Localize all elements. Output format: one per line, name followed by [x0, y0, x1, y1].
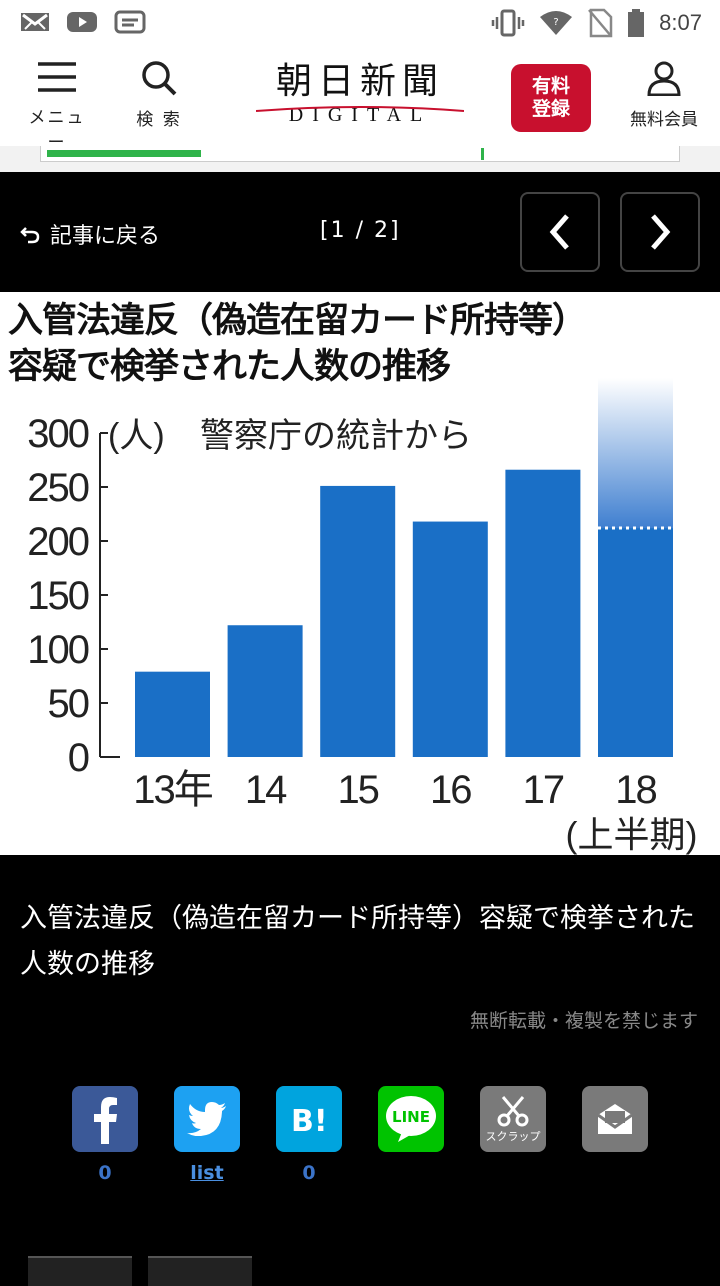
line-share-button[interactable]: LINE	[378, 1086, 444, 1152]
y-tick-label: 150	[27, 574, 88, 618]
related-thumbnail[interactable]	[28, 1256, 132, 1286]
bar-chart: 0 50 100 150 200 250 300 (人) 警察庁の統計から 13年 14 15 16 17…	[27, 378, 698, 855]
bar	[505, 469, 581, 757]
svg-text:?: ?	[554, 17, 559, 28]
logo-digital: DIGITAL	[288, 104, 432, 126]
search-icon	[142, 61, 177, 96]
share-bar: 0 list B! 0 LINE スクラップ	[0, 1086, 720, 1196]
reading-progress	[0, 146, 720, 172]
y-tick-label: 300	[27, 412, 88, 456]
facebook-count: 0	[98, 1162, 112, 1184]
facebook-share-button[interactable]	[72, 1086, 138, 1152]
facebook-icon	[94, 1097, 117, 1144]
reading-progress-fill	[47, 150, 201, 157]
hatena-bookmark-button[interactable]: B!	[276, 1086, 342, 1152]
bar	[320, 485, 396, 757]
mail-x-icon	[21, 13, 49, 31]
x-tick-sublabel: (上半期)	[566, 814, 698, 855]
hamburger-icon	[38, 62, 76, 92]
image-viewer-bar: 記事に戻る [1 / 2]	[0, 172, 720, 290]
member-label: 無料会員	[630, 110, 698, 130]
figure-caption: 入管法違反（偽造在留カード所持等）容疑で検挙された人数の推移	[20, 903, 695, 980]
status-bar: ? 8:07	[0, 0, 720, 48]
x-tick-label: 14	[245, 768, 287, 812]
paid-signup-button[interactable]: 有料 登録	[511, 64, 591, 132]
related-images-strip	[0, 1256, 720, 1286]
clock: 8:07	[659, 10, 702, 35]
twitter-share-button[interactable]	[174, 1086, 240, 1152]
line-icon-text: LINE	[392, 1108, 430, 1126]
bar	[135, 671, 210, 757]
chart-title: 入管法違反（偽造在留カード所持等） 容疑で検挙された人数の推移	[8, 298, 587, 390]
youtube-icon	[67, 12, 97, 32]
chevron-right-icon	[651, 214, 671, 250]
x-tick-label: 18	[615, 768, 656, 812]
no-sim-icon	[588, 8, 613, 38]
reading-progress-track	[40, 146, 680, 162]
y-tick-label: 0	[68, 736, 89, 780]
x-tick-label: 15	[337, 768, 378, 812]
copyright-notice: 無断転載・複製を禁じます	[469, 1010, 698, 1032]
twitter-bird-icon	[187, 1102, 226, 1136]
hatena-count: 0	[302, 1162, 316, 1184]
y-tick-label: 100	[27, 628, 88, 672]
site-header: メニュー 検 索 朝日新聞 DIGITAL 有料 登録 無料会員	[0, 48, 720, 153]
line-icon: LINE	[386, 1096, 436, 1142]
return-arrow-icon	[20, 227, 40, 244]
chart-title-line1: 入管法違反（偽造在留カード所持等）	[8, 301, 587, 341]
paid-line2: 登録	[531, 98, 570, 120]
vibrate-icon	[491, 9, 525, 37]
wifi-icon: ?	[540, 11, 573, 35]
mail-share-button[interactable]	[582, 1086, 648, 1152]
source-note: 警察庁の統計から	[200, 417, 472, 455]
y-tick-label: 50	[48, 682, 89, 726]
menu-button[interactable]: メニュー	[20, 60, 94, 153]
message-icon	[114, 10, 146, 34]
paid-line1: 有料	[531, 75, 570, 97]
scrap-label: スクラップ	[485, 1129, 541, 1143]
scrap-button[interactable]: スクラップ	[480, 1086, 546, 1152]
back-to-article-button[interactable]: 記事に戻る	[20, 218, 160, 250]
chevron-left-icon	[549, 214, 569, 250]
back-label: 記事に戻る	[50, 224, 161, 249]
y-unit-label: (人)	[108, 417, 165, 455]
x-tick-label: 17	[523, 768, 564, 812]
chart-title-line2: 容疑で検挙された人数の推移	[8, 347, 451, 387]
twitter-list-link[interactable]: list	[190, 1162, 224, 1184]
envelope-icon	[597, 1104, 633, 1134]
logo-kanji: 朝日新聞	[275, 61, 444, 102]
hatena-b-icon: B!	[291, 1104, 328, 1137]
y-tick-label: 200	[27, 520, 88, 564]
image-pager: [1 / 2]	[320, 218, 401, 243]
projection-bar	[598, 378, 673, 529]
prev-image-button[interactable]	[520, 192, 600, 272]
bar	[412, 521, 488, 757]
bar	[227, 625, 303, 757]
y-tick-label: 250	[27, 466, 88, 510]
x-tick-label: 13年	[133, 768, 212, 812]
svg-text:B!: B!	[291, 1104, 328, 1137]
reading-progress-marker	[481, 148, 484, 160]
related-thumbnail[interactable]	[148, 1256, 252, 1286]
search-label: 検 索	[136, 110, 182, 130]
bar	[598, 528, 673, 757]
user-icon	[647, 61, 681, 97]
search-button[interactable]: 検 索	[134, 60, 184, 130]
logo-swoosh	[256, 106, 464, 112]
next-image-button[interactable]	[620, 192, 700, 272]
scissors-icon	[497, 1095, 529, 1126]
free-member-button[interactable]: 無料会員	[624, 60, 704, 130]
x-tick-label: 16	[430, 768, 471, 812]
site-logo[interactable]: 朝日新聞 DIGITAL	[252, 62, 468, 127]
battery-icon	[628, 9, 645, 37]
chart-figure: 0 50 100 150 200 250 300 (人) 警察庁の統計から 13年 14 15 16 17…	[0, 292, 720, 855]
